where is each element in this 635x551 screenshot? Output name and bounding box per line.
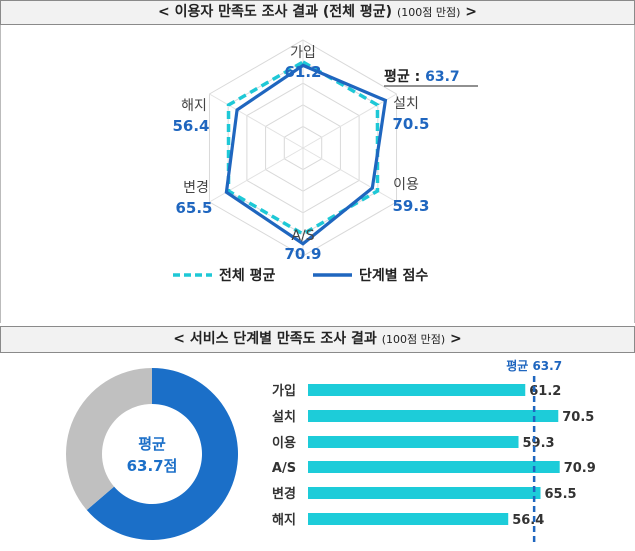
bar-2 <box>308 410 559 422</box>
stage-section-title: < 서비스 단계별 만족도 조사 결과 <box>173 331 377 347</box>
radar-spoke-2 <box>302 93 397 149</box>
radar-value-label-1: 61.2 <box>284 63 321 81</box>
bar-category-label-2: 설치 <box>272 409 296 425</box>
radar-spoke-5 <box>209 147 304 203</box>
bar-value-label-2: 70.5 <box>562 410 594 425</box>
radar-value-label-5: 65.5 <box>175 199 212 217</box>
radar-section-subtitle: (100점 만점) <box>396 6 461 19</box>
radar-value-label-2: 70.5 <box>392 115 429 133</box>
radar-axis-label-1: 가입 <box>290 45 316 61</box>
bar-value-label-5: 65.5 <box>545 487 577 502</box>
bar-3 <box>308 436 519 448</box>
bar-6 <box>308 513 509 525</box>
radar-spoke-3 <box>302 147 397 203</box>
radar-axis-label-4: A/S <box>291 228 314 244</box>
bar-category-label-4: A/S <box>272 461 296 476</box>
bar-value-label-3: 59.3 <box>523 436 555 451</box>
stage-section-close: > <box>445 331 462 347</box>
bar-category-label-3: 이용 <box>272 435 296 451</box>
legend-average-label: 전체 평균 <box>219 267 276 284</box>
bar-value-label-6: 56.4 <box>512 513 544 528</box>
bar-4 <box>308 461 560 473</box>
radar-section-title: < 이용자 만족도 조사 결과 (전체 평균) <box>157 4 393 20</box>
bar-value-label-4: 70.9 <box>564 461 596 476</box>
radar-section-close: > <box>460 4 477 20</box>
donut-center-label-2: 63.7점 <box>127 457 178 475</box>
radar-value-label-4: 70.9 <box>284 245 321 263</box>
stage-section-subtitle: (100점 만점) <box>381 333 446 346</box>
radar-value-label-6: 56.4 <box>172 117 209 135</box>
donut-slice-remainder <box>66 368 152 511</box>
radar-value-label-3: 59.3 <box>392 197 429 215</box>
bar-category-label-6: 해지 <box>272 512 296 528</box>
bar-category-label-5: 변경 <box>272 486 296 502</box>
radar-axis-label-5: 변경 <box>183 180 209 196</box>
bar-category-label-1: 가입 <box>272 384 296 399</box>
radar-axis-label-6: 해지 <box>181 98 207 114</box>
radar-series-stage <box>224 63 388 246</box>
bar-average-label: 평균 63.7 <box>506 359 562 373</box>
stage-section-header: < 서비스 단계별 만족도 조사 결과 (100점 만점) > <box>0 326 635 353</box>
radar-series-average <box>226 59 380 237</box>
bar-5 <box>308 487 541 499</box>
radar-spoke-6 <box>209 93 304 149</box>
radar-axis-label-3: 이용 <box>393 177 419 193</box>
donut-center-label-1: 평균 <box>138 435 166 453</box>
radar-average-label: 평균 : 63.7 <box>384 68 460 85</box>
bar-1 <box>308 384 526 396</box>
bar-value-label-1: 61.2 <box>529 384 561 399</box>
radar-axis-label-2: 설치 <box>393 96 419 112</box>
donut-slice-score <box>86 368 239 540</box>
legend-stage-label: 단계별 점수 <box>359 267 428 284</box>
radar-section-header: < 이용자 만족도 조사 결과 (전체 평균) (100점 만점) > <box>0 0 635 25</box>
